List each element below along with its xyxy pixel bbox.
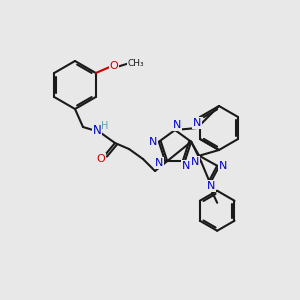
Text: O: O <box>97 154 105 164</box>
Text: H: H <box>101 121 109 131</box>
Text: N: N <box>173 120 181 130</box>
Text: O: O <box>110 61 118 71</box>
Text: N: N <box>93 124 101 137</box>
Text: N: N <box>193 118 201 128</box>
Text: N: N <box>182 161 190 171</box>
Text: N: N <box>191 157 200 167</box>
Text: N: N <box>155 158 163 168</box>
Text: N: N <box>207 181 215 191</box>
Text: N: N <box>219 161 227 171</box>
Text: N: N <box>148 137 157 147</box>
Text: CH₃: CH₃ <box>128 58 144 68</box>
